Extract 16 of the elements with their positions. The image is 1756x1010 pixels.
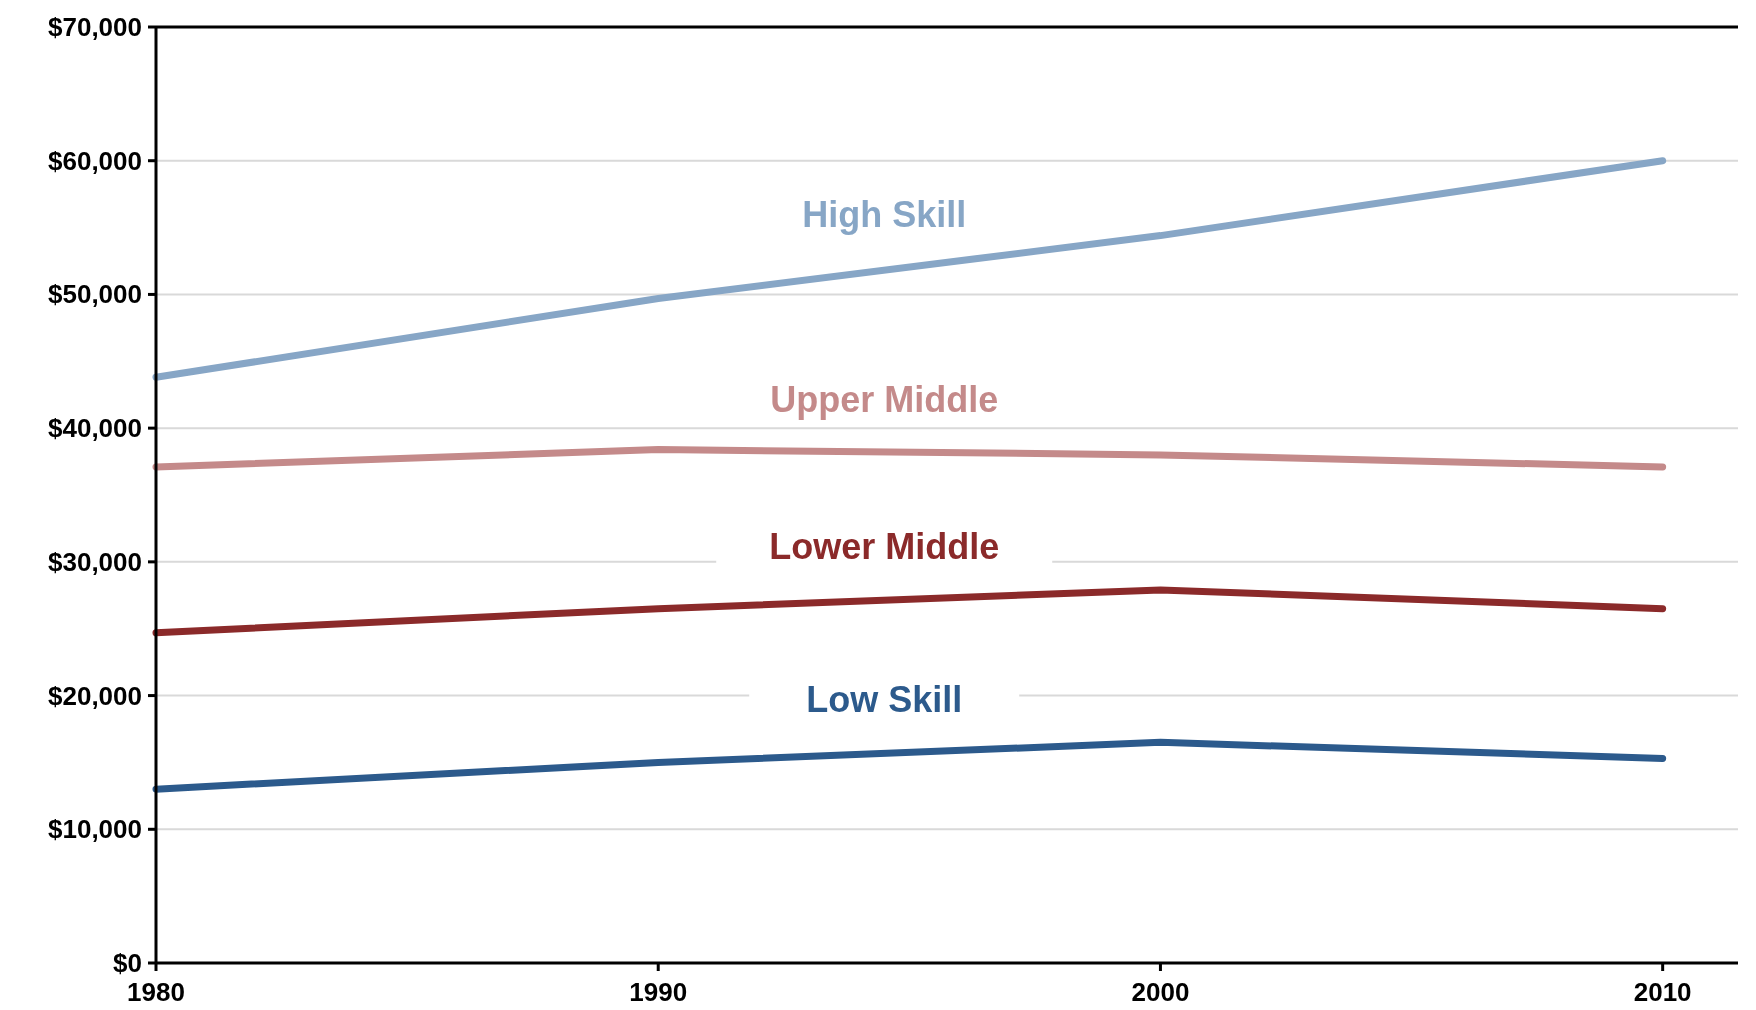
y-tick-label: $60,000 xyxy=(48,145,142,176)
y-tick-label: $50,000 xyxy=(48,279,142,310)
y-tick-label: $20,000 xyxy=(48,680,142,711)
y-tick-label: $70,000 xyxy=(48,12,142,42)
series-label: High Skill xyxy=(802,194,967,236)
series-label: Lower Middle xyxy=(769,526,1000,568)
y-tick-label: $10,000 xyxy=(48,814,142,845)
y-tick-label: $30,000 xyxy=(48,546,142,577)
x-tick-label: 2010 xyxy=(1633,977,1692,1007)
x-tick-label: 2000 xyxy=(1131,977,1190,1007)
series-label: Low Skill xyxy=(806,679,963,721)
series-label: Upper Middle xyxy=(770,379,999,421)
x-tick-label: 1980 xyxy=(127,977,185,1007)
y-tick-label: $0 xyxy=(113,948,142,978)
x-tick-label: 1990 xyxy=(629,977,688,1007)
y-tick-label: $40,000 xyxy=(48,413,142,444)
